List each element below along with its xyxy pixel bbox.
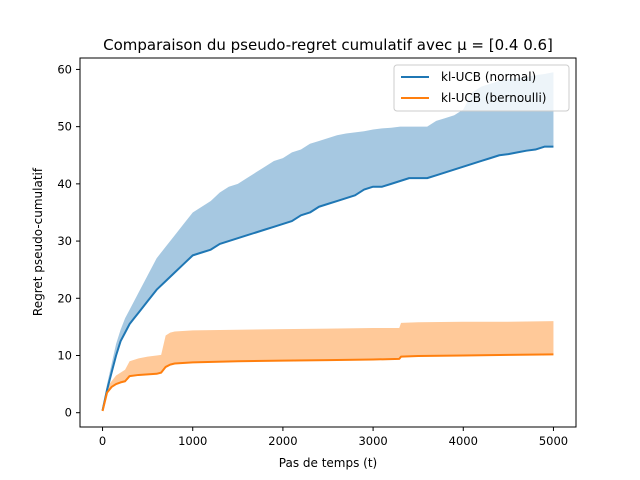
y-tick-label: 10 bbox=[57, 348, 72, 362]
chart-title: Comparaison du pseudo-regret cumulatif a… bbox=[103, 36, 553, 54]
legend: kl-UCB (normal) kl-UCB (bernoulli) bbox=[393, 64, 570, 112]
legend-label-normal: kl-UCB (normal) bbox=[441, 70, 536, 84]
x-tick-label: 0 bbox=[99, 434, 106, 448]
y-tick-label: 60 bbox=[57, 62, 72, 76]
legend-box bbox=[393, 64, 570, 112]
y-tick-label: 30 bbox=[57, 234, 72, 248]
x-tick-label: 1000 bbox=[178, 434, 207, 448]
x-axis: 0 1000 2000 3000 4000 5000 bbox=[99, 427, 568, 448]
y-axis-label: Regret pseudo-cumulatif bbox=[31, 167, 45, 316]
plot-area bbox=[101, 72, 554, 412]
y-axis: 0 10 20 30 40 50 60 bbox=[57, 62, 80, 420]
legend-label-bernoulli: kl-UCB (bernoulli) bbox=[441, 91, 546, 105]
y-tick-label: 0 bbox=[65, 406, 72, 420]
x-tick-label: 5000 bbox=[539, 434, 568, 448]
series-line-normal bbox=[101, 145, 554, 411]
x-tick-label: 2000 bbox=[268, 434, 297, 448]
confidence-band-normal bbox=[102, 72, 554, 411]
y-tick-label: 20 bbox=[57, 291, 72, 305]
x-axis-label: Pas de temps (t) bbox=[279, 456, 377, 470]
y-tick-label: 40 bbox=[57, 177, 72, 191]
plot-frame bbox=[79, 57, 577, 428]
x-tick-label: 4000 bbox=[449, 434, 478, 448]
confidence-band-bernoulli bbox=[102, 321, 554, 411]
x-tick-label: 3000 bbox=[358, 434, 387, 448]
y-tick-label: 50 bbox=[57, 120, 72, 134]
series-line-bernoulli bbox=[101, 353, 554, 412]
